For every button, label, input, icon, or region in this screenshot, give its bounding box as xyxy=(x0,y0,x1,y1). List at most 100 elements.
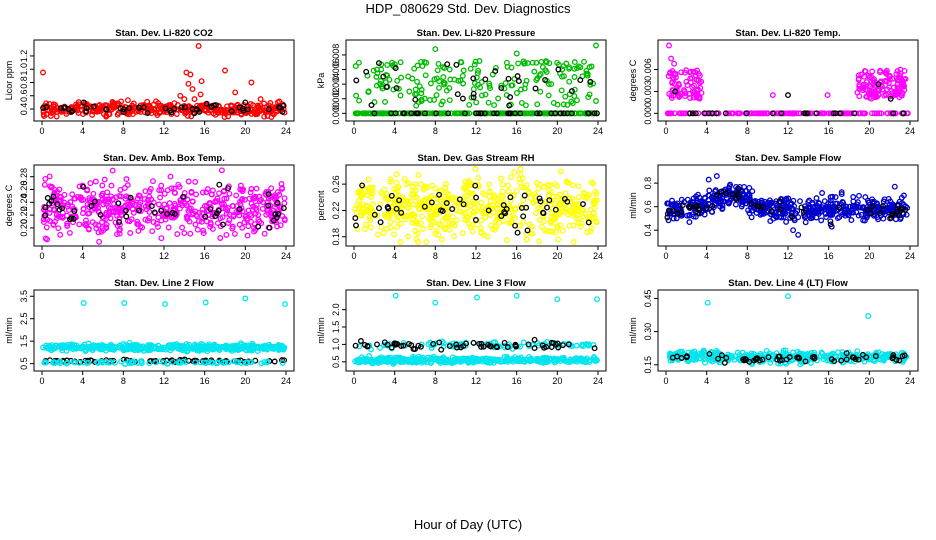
data-point xyxy=(709,194,716,201)
data-point xyxy=(239,105,246,112)
data-point xyxy=(806,197,813,204)
data-point xyxy=(60,202,67,209)
x-tick-label: 16 xyxy=(200,251,210,261)
data-point xyxy=(106,111,113,118)
data-point xyxy=(369,185,376,192)
data-point xyxy=(586,214,593,220)
data-point xyxy=(42,212,49,219)
data-point xyxy=(267,100,274,106)
data-point xyxy=(682,90,689,97)
data-point xyxy=(797,198,803,205)
y-tick-label: 0.22 xyxy=(331,202,341,220)
data-point xyxy=(579,358,586,365)
data-point xyxy=(825,200,832,207)
data-point xyxy=(158,235,165,242)
data-point xyxy=(877,69,883,76)
data-point xyxy=(482,91,489,98)
data-point xyxy=(802,219,809,226)
y-axis-label: ml/min xyxy=(4,317,14,344)
data-point xyxy=(801,214,808,221)
data-point xyxy=(144,217,151,224)
data-point xyxy=(248,186,255,192)
data-point xyxy=(723,354,730,361)
data-point xyxy=(182,359,189,366)
data-point xyxy=(59,205,66,212)
data-point xyxy=(226,190,233,197)
data-point xyxy=(364,342,371,349)
series-2 xyxy=(669,350,908,366)
data-point xyxy=(416,83,423,90)
data-point xyxy=(441,81,448,88)
data-point xyxy=(502,80,509,87)
data-point xyxy=(466,101,473,108)
y-tick-label: 0.28 xyxy=(19,168,29,186)
data-point xyxy=(353,77,360,84)
data-point xyxy=(150,178,156,185)
data-point xyxy=(527,195,534,202)
data-point xyxy=(117,105,124,112)
data-point xyxy=(411,212,418,219)
data-point xyxy=(188,188,195,195)
data-point xyxy=(503,59,510,66)
data-point xyxy=(571,65,578,72)
data-point xyxy=(546,60,553,67)
data-point xyxy=(214,107,221,114)
y-tick-label: 3.5 xyxy=(19,290,29,303)
data-point xyxy=(899,206,906,213)
series-3 xyxy=(854,66,909,102)
data-point xyxy=(106,105,113,112)
data-point xyxy=(535,205,542,211)
data-point xyxy=(363,68,370,75)
data-point xyxy=(460,343,467,350)
data-point xyxy=(377,219,384,226)
data-point xyxy=(165,360,171,367)
data-point xyxy=(83,222,89,229)
data-point xyxy=(42,204,49,211)
data-point xyxy=(103,106,110,113)
data-point xyxy=(368,102,375,109)
data-point xyxy=(246,347,253,354)
data-point xyxy=(123,176,130,183)
data-point xyxy=(495,95,502,102)
data-point xyxy=(393,85,400,92)
data-point xyxy=(362,208,369,215)
data-point xyxy=(753,355,760,362)
data-point xyxy=(146,360,153,367)
data-point xyxy=(98,346,105,353)
data-point xyxy=(541,344,548,351)
data-point xyxy=(769,110,776,117)
data-point xyxy=(583,341,590,348)
y-tick-label: 1.5 xyxy=(19,335,29,348)
data-point xyxy=(500,218,507,224)
data-point xyxy=(143,345,150,352)
data-point xyxy=(902,206,909,213)
data-point xyxy=(418,90,425,97)
data-point xyxy=(536,238,542,245)
data-point xyxy=(665,217,672,224)
data-point xyxy=(166,200,173,207)
x-tick-label: 24 xyxy=(905,126,915,136)
data-point xyxy=(513,292,520,299)
data-point xyxy=(194,226,201,233)
data-point xyxy=(573,342,580,349)
data-point xyxy=(216,190,223,197)
data-point xyxy=(364,202,371,209)
data-point xyxy=(482,76,489,83)
data-point xyxy=(453,341,460,348)
x-tick-label: 8 xyxy=(121,251,126,261)
data-point xyxy=(373,73,380,80)
data-point xyxy=(185,178,192,185)
x-tick-label: 4 xyxy=(80,126,85,136)
data-point xyxy=(554,101,561,108)
data-point xyxy=(537,181,544,188)
data-point xyxy=(251,228,257,235)
data-point xyxy=(522,81,529,88)
data-point xyxy=(695,86,701,93)
data-point xyxy=(80,196,87,203)
data-point xyxy=(893,71,900,78)
data-point xyxy=(562,190,569,197)
x-tick-label: 24 xyxy=(281,126,291,136)
y-tick-label: 0.20 xyxy=(19,219,29,237)
data-point xyxy=(57,360,64,367)
